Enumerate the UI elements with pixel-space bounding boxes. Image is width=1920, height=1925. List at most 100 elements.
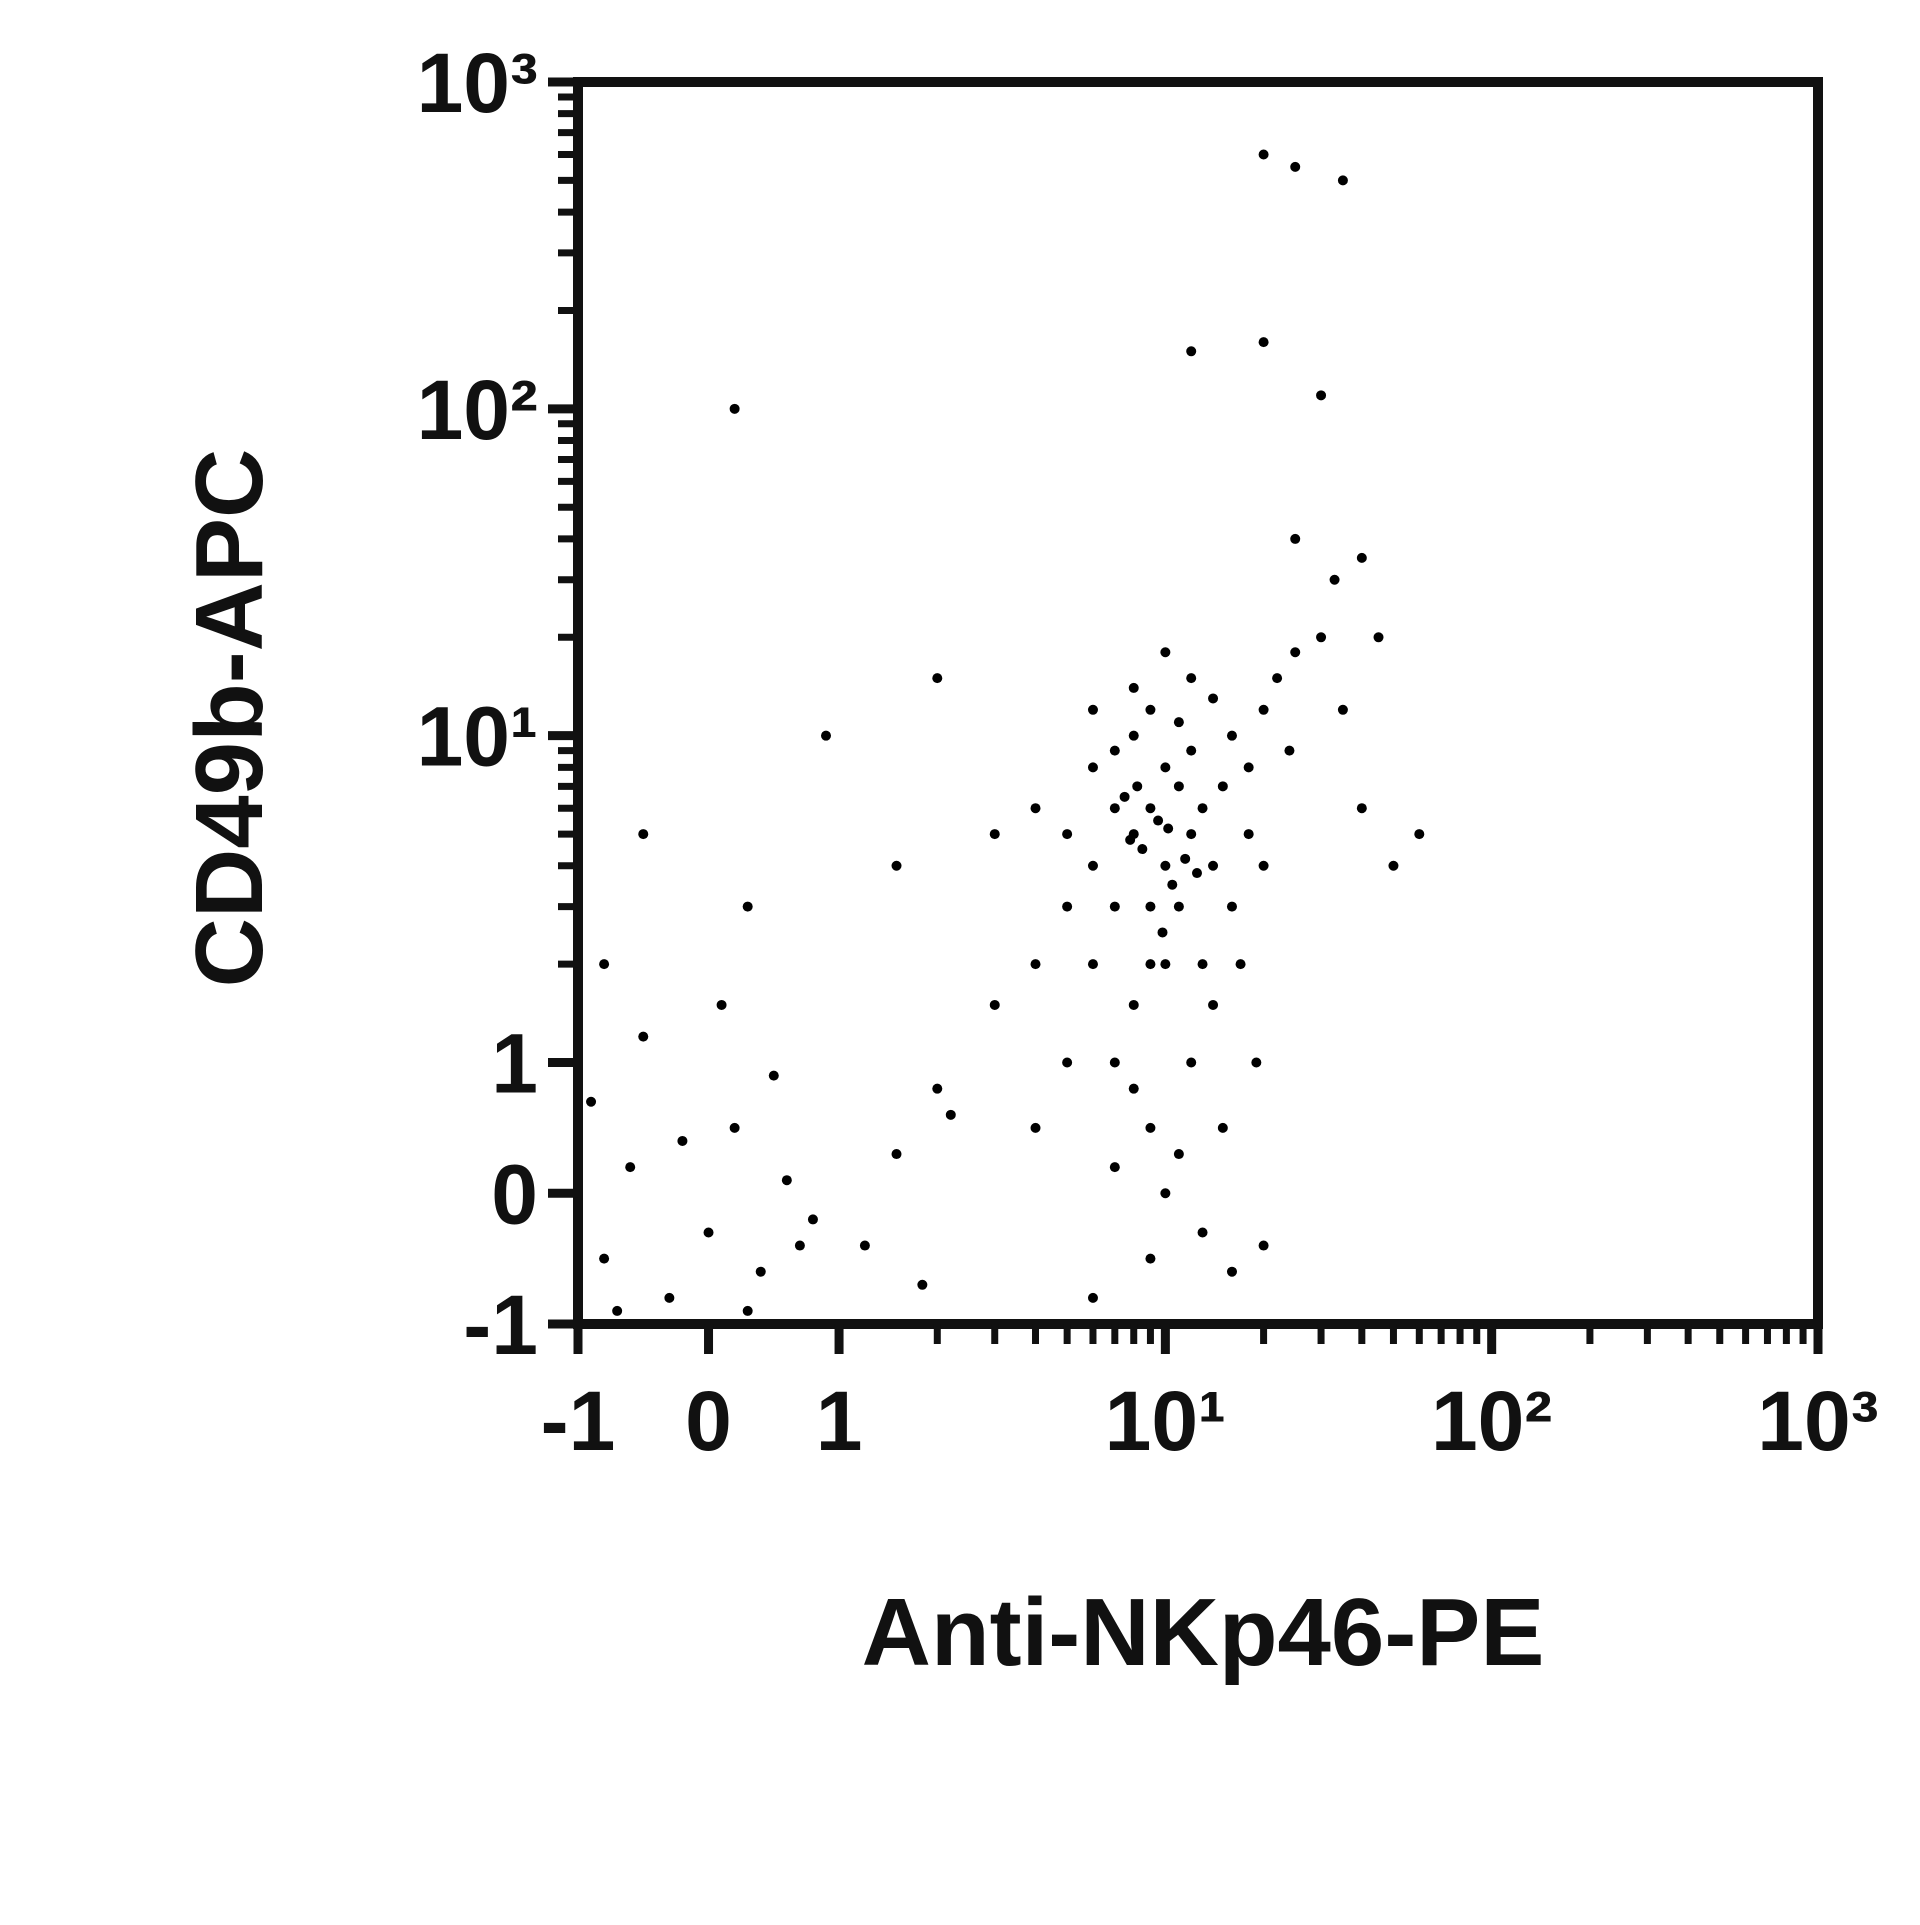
- data-point: [1109, 745, 1120, 756]
- data-point: [638, 829, 649, 840]
- y-tick-label: 10¹: [417, 690, 538, 784]
- data-point: [1197, 959, 1208, 970]
- data-point: [1109, 1057, 1120, 1068]
- data-point: [1258, 860, 1269, 871]
- data-point: [932, 1083, 943, 1094]
- y-tick-label: 1: [491, 1017, 538, 1111]
- data-point: [1186, 829, 1197, 840]
- data-point: [1316, 390, 1327, 401]
- data-point: [729, 403, 740, 414]
- data-point: [1145, 704, 1156, 715]
- data-point: [1186, 1057, 1197, 1068]
- data-point: [1157, 927, 1168, 938]
- data-point: [612, 1305, 623, 1316]
- x-tick-label: 1: [816, 1374, 863, 1468]
- data-point: [1356, 803, 1367, 814]
- data-point: [932, 673, 943, 684]
- data-point: [1208, 693, 1219, 704]
- data-point: [1160, 647, 1171, 658]
- data-point: [1356, 552, 1367, 563]
- data-point: [1119, 791, 1130, 802]
- data-point: [1160, 959, 1171, 970]
- data-point: [1186, 745, 1197, 756]
- data-point: [1290, 647, 1301, 658]
- data-point: [1087, 762, 1098, 773]
- data-point: [1258, 149, 1269, 160]
- data-point: [1160, 1188, 1171, 1199]
- data-point: [821, 730, 831, 741]
- data-point: [755, 1266, 766, 1277]
- y-axis-title: CD49b-APC: [176, 449, 283, 988]
- data-point: [1173, 781, 1184, 792]
- data-point: [703, 1227, 714, 1238]
- data-point: [807, 1214, 818, 1225]
- data-point: [742, 901, 753, 912]
- data-point: [1167, 879, 1178, 890]
- data-point: [599, 1253, 610, 1264]
- data-point: [1186, 673, 1197, 684]
- data-point: [586, 1096, 597, 1107]
- plot-frame: [573, 77, 1823, 1329]
- data-point: [625, 1162, 636, 1173]
- data-point: [1243, 762, 1254, 773]
- data-point: [1373, 632, 1384, 643]
- data-point: [1125, 834, 1136, 845]
- data-point: [1145, 959, 1156, 970]
- data-point: [1132, 781, 1143, 792]
- data-point: [1160, 860, 1171, 871]
- data-point: [768, 1070, 779, 1081]
- data-point: [1272, 673, 1283, 684]
- data-point: [1160, 762, 1171, 773]
- data-point: [1030, 1122, 1041, 1133]
- data-point: [1258, 704, 1269, 715]
- data-point: [1217, 1122, 1228, 1133]
- data-point: [1191, 868, 1202, 879]
- data-point: [1087, 704, 1098, 715]
- x-tick-label: 10²: [1431, 1374, 1552, 1468]
- data-point: [1109, 901, 1120, 912]
- data-point: [1062, 901, 1073, 912]
- data-point: [891, 1149, 902, 1160]
- data-point: [1290, 161, 1301, 172]
- data-point: [1186, 346, 1197, 357]
- data-point: [859, 1240, 870, 1251]
- y-tick-label: 10²: [417, 363, 538, 457]
- data-point: [1316, 632, 1327, 643]
- data-point: [1062, 1057, 1073, 1068]
- data-point: [1226, 730, 1237, 741]
- data-point: [1258, 1240, 1269, 1251]
- data-point: [1337, 704, 1348, 715]
- data-point: [1243, 829, 1254, 840]
- x-tick-label: 10¹: [1105, 1374, 1226, 1468]
- data-point: [1208, 999, 1219, 1010]
- data-point: [1145, 803, 1156, 814]
- data-point: [1284, 745, 1295, 756]
- data-point: [1128, 730, 1139, 741]
- data-point: [781, 1175, 792, 1186]
- data-point: [1217, 781, 1228, 792]
- x-axis-title: Anti-NKp46-PE: [862, 1579, 1545, 1686]
- data-point: [1251, 1057, 1262, 1068]
- data-point: [1128, 1083, 1139, 1094]
- data-point: [1163, 823, 1174, 834]
- data-point: [1128, 999, 1139, 1010]
- data-point: [1226, 1266, 1237, 1277]
- data-point: [989, 829, 1000, 840]
- data-point: [1030, 803, 1041, 814]
- data-point: [1109, 1162, 1120, 1173]
- data-point: [638, 1031, 649, 1042]
- data-point: [742, 1305, 753, 1316]
- data-point: [917, 1279, 928, 1290]
- x-tick-label: 0: [685, 1374, 732, 1468]
- data-point: [1087, 959, 1098, 970]
- data-point: [1109, 803, 1120, 814]
- data-point: [989, 999, 1000, 1010]
- y-tick-label: 10³: [417, 36, 538, 130]
- data-point: [1153, 815, 1164, 826]
- y-tick-label: 0: [491, 1147, 538, 1241]
- data-point: [1137, 844, 1148, 855]
- data-point: [1173, 901, 1184, 912]
- data-point: [1197, 803, 1208, 814]
- data-point: [1290, 533, 1301, 544]
- data-point: [1337, 175, 1348, 186]
